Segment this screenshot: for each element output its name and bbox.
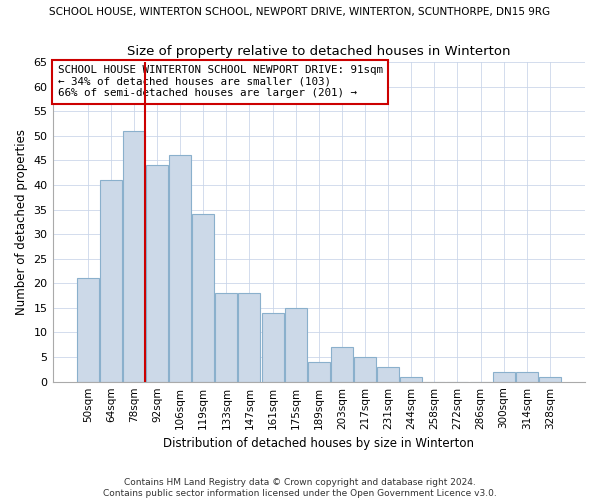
Bar [262, 313, 284, 382]
Bar [100, 180, 122, 382]
Text: SCHOOL HOUSE WINTERTON SCHOOL NEWPORT DRIVE: 91sqm
← 34% of detached houses are : SCHOOL HOUSE WINTERTON SCHOOL NEWPORT DR… [58, 65, 383, 98]
Bar [400, 377, 422, 382]
Bar [331, 347, 353, 382]
Bar [539, 377, 561, 382]
Bar [169, 156, 191, 382]
Bar [192, 214, 214, 382]
Bar [516, 372, 538, 382]
Bar [123, 131, 145, 382]
Text: SCHOOL HOUSE, WINTERTON SCHOOL, NEWPORT DRIVE, WINTERTON, SCUNTHORPE, DN15 9RG: SCHOOL HOUSE, WINTERTON SCHOOL, NEWPORT … [49, 8, 551, 18]
Bar [215, 293, 238, 382]
Bar [146, 165, 168, 382]
Bar [77, 278, 98, 382]
Bar [354, 357, 376, 382]
Bar [377, 367, 399, 382]
X-axis label: Distribution of detached houses by size in Winterton: Distribution of detached houses by size … [163, 437, 474, 450]
Bar [493, 372, 515, 382]
Title: Size of property relative to detached houses in Winterton: Size of property relative to detached ho… [127, 45, 511, 58]
Bar [238, 293, 260, 382]
Y-axis label: Number of detached properties: Number of detached properties [15, 129, 28, 315]
Text: Contains HM Land Registry data © Crown copyright and database right 2024.
Contai: Contains HM Land Registry data © Crown c… [103, 478, 497, 498]
Bar [284, 308, 307, 382]
Bar [308, 362, 330, 382]
